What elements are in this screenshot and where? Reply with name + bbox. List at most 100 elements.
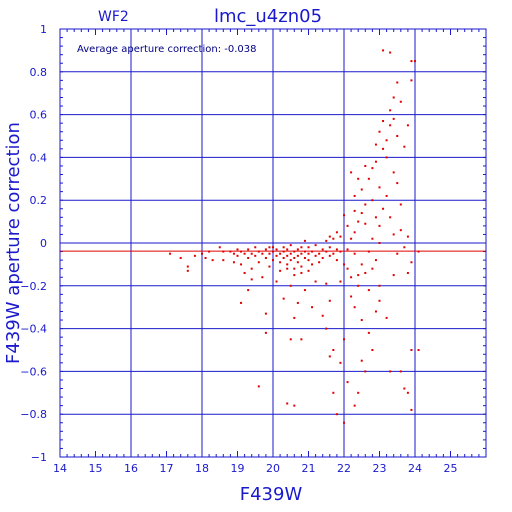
data-point [396, 135, 399, 137]
data-point [385, 194, 388, 197]
data-point [303, 256, 306, 259]
y-tick-label: 0 [40, 237, 47, 250]
data-point [403, 145, 406, 148]
data-point [403, 387, 406, 390]
data-point [389, 370, 392, 373]
data-point [374, 310, 377, 313]
data-point [325, 282, 328, 285]
data-point [335, 259, 338, 262]
x-tick-label: 25 [444, 462, 458, 475]
chart-title: lmc_u4zn05 [214, 6, 322, 27]
data-point [236, 254, 239, 257]
data-point [392, 233, 395, 236]
data-point [257, 261, 260, 264]
data-point [360, 188, 363, 191]
data-point [406, 271, 409, 274]
data-point [272, 246, 274, 249]
data-point [282, 297, 285, 300]
data-point [364, 164, 367, 167]
data-point [296, 248, 299, 251]
data-point [257, 385, 260, 388]
data-point [300, 246, 303, 249]
data-point [343, 214, 345, 217]
data-point [378, 242, 381, 244]
data-point [335, 248, 338, 251]
data-point [378, 284, 381, 287]
data-point [399, 229, 402, 232]
data-point [353, 404, 356, 407]
x-tick-labels: 14 15 16 17 18 19 20 21 22 23 24 25 [53, 462, 458, 475]
data-point [392, 117, 395, 120]
data-point [311, 263, 314, 266]
y-tick-label: −1 [31, 451, 47, 464]
data-point [360, 319, 363, 322]
data-point [357, 274, 360, 277]
data-point [286, 263, 289, 266]
data-point [374, 143, 377, 146]
data-point [325, 327, 328, 330]
data-point [232, 252, 235, 255]
data-point [179, 256, 182, 259]
data-point [240, 301, 243, 304]
data-point [243, 252, 246, 255]
data-point [314, 244, 317, 247]
data-point [414, 60, 416, 63]
data-point [371, 349, 374, 351]
data-point [389, 216, 392, 219]
y-tick-label: −0.2 [20, 280, 47, 293]
data-point [339, 280, 342, 283]
data-point [261, 276, 264, 279]
data-point [332, 252, 335, 255]
x-tick-label: 22 [337, 462, 351, 475]
data-point [321, 314, 324, 317]
data-point [275, 254, 278, 257]
data-point [406, 391, 409, 394]
data-point [371, 267, 374, 270]
data-point [399, 370, 402, 373]
data-point [410, 408, 413, 411]
data-point [307, 259, 310, 262]
data-point [289, 338, 292, 341]
data-point [293, 274, 296, 277]
data-point [293, 316, 296, 319]
data-point [353, 306, 356, 309]
data-point [240, 263, 243, 266]
data-point [360, 359, 363, 362]
data-point [385, 139, 388, 142]
data-point [264, 331, 267, 334]
data-point [307, 252, 310, 255]
data-point [307, 269, 310, 272]
data-point [318, 252, 321, 255]
data-point [218, 246, 221, 249]
data-point [389, 51, 392, 54]
y-tick-label: −0.4 [20, 323, 47, 336]
grid [59, 28, 487, 458]
data-point [314, 280, 317, 283]
data-point [247, 248, 250, 251]
data-points [169, 49, 420, 424]
data-point [382, 120, 385, 123]
data-point [279, 252, 282, 255]
data-point [300, 265, 303, 268]
data-point [410, 60, 413, 63]
data-point [378, 299, 381, 302]
data-point [367, 331, 370, 334]
y-tick-label: 0.2 [30, 194, 48, 207]
data-point [371, 167, 374, 170]
data-point [396, 252, 399, 255]
data-point [353, 209, 356, 212]
x-tick-label: 16 [124, 462, 138, 475]
data-point [186, 265, 189, 268]
data-point [282, 246, 285, 249]
data-point [385, 316, 388, 319]
data-point [268, 252, 271, 255]
data-point [325, 239, 328, 242]
data-point [186, 269, 189, 272]
data-point [367, 289, 370, 292]
data-point [378, 130, 381, 133]
data-point [254, 254, 257, 257]
data-point [389, 109, 392, 112]
data-point [343, 338, 345, 341]
data-point [243, 271, 246, 274]
